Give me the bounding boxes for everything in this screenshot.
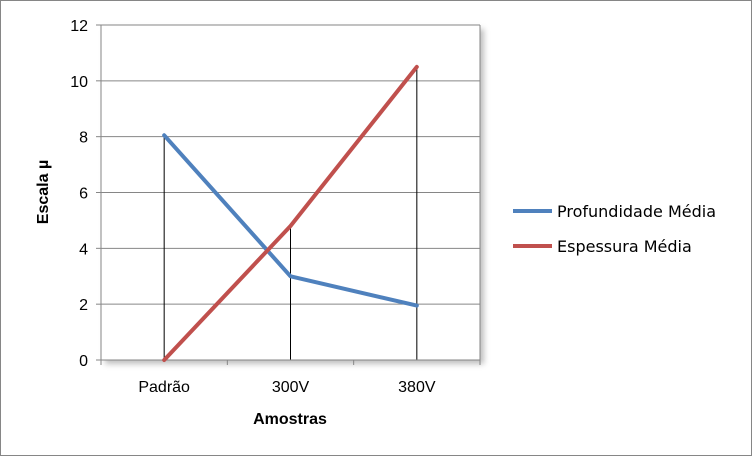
series-lines (162, 64, 419, 362)
legend-entry-0: Profundidade Média (557, 202, 716, 221)
y-tick-label-2: 2 (79, 297, 88, 314)
x-tick-label-0: Padrão (138, 379, 190, 396)
y-tick-label-4: 4 (79, 241, 88, 258)
x-tick-label-2: 380V (398, 379, 436, 396)
y-tick-label-10: 10 (70, 74, 88, 91)
series-line-1 (162, 64, 419, 362)
series-line-0 (162, 133, 419, 308)
drop-lines (163, 66, 418, 360)
y-tick-label-8: 8 (79, 130, 88, 147)
y-tick-label-6: 6 (79, 186, 88, 203)
legend-entry-1: Espessura Média (557, 237, 692, 256)
legend: Profundidade Média Espessura Média (513, 202, 716, 256)
y-axis-title: Escala µ (35, 160, 52, 224)
x-axis-title: Amostras (253, 411, 327, 428)
x-tick-label-1: 300V (272, 379, 310, 396)
y-tick-label-12: 12 (70, 18, 88, 35)
y-tick-label-0: 0 (79, 353, 88, 370)
tick-labels: 0 2 4 6 8 10 12 Padrão 300V 380V (70, 18, 436, 396)
